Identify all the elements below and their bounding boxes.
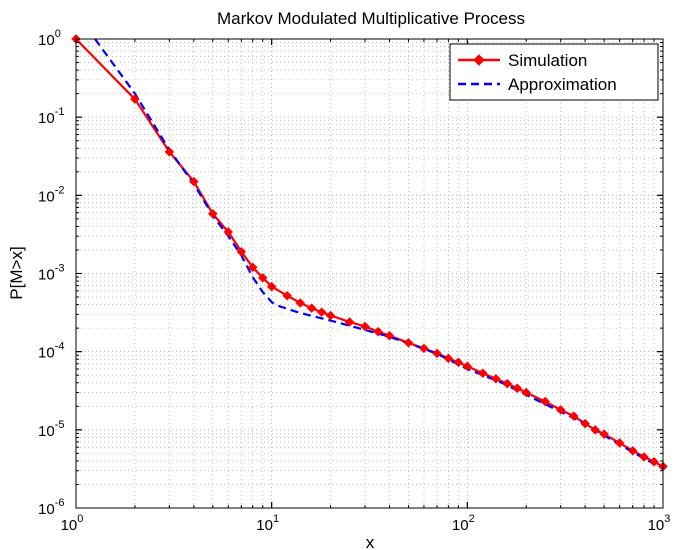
data-point-simulation [432,348,442,359]
data-point-simulation [639,452,649,462]
legend-label-approximation: Approximation [508,75,617,94]
x-tick-label: 102 [452,513,475,534]
data-point-simulation [580,418,590,429]
data-point-simulation [344,317,355,327]
data-point-simulation [512,383,523,394]
x-tick-label: 100 [61,513,84,534]
data-point-simulation [282,290,293,301]
data-point-simulation [477,368,488,379]
data-point-simulation [502,378,513,389]
x-tick-label: 101 [256,513,279,534]
ticks [75,38,664,509]
data-point-simulation [295,298,306,308]
data-point-simulation [462,361,473,372]
data-point-simulation [306,303,317,314]
data-point-simulation [649,456,659,467]
data-point-simulation [266,281,277,292]
data-point-simulation [453,357,464,368]
y-tick-label: 10-3 [38,263,64,284]
data-point-simulation [384,330,395,341]
y-tick-labels: 10-6 10-5 10-4 10-3 10-2 10-1 100 [38,28,64,518]
data-point-simulation [614,438,625,448]
data-point-simulation [419,343,429,354]
data-point-simulation [130,94,140,105]
data-point-simulation [188,176,199,187]
data-point-simulation [568,411,579,421]
chart-title: Markov Modulated Multiplicative Process [217,9,525,28]
data-point-simulation [443,353,454,364]
legend-marker-simulation [473,54,485,66]
data-point-simulation [257,272,268,283]
x-tick-label: 103 [648,513,671,534]
plot-area [76,39,663,508]
y-axis-label: P[M>x] [7,246,26,299]
data-point-simulation [164,146,175,157]
data-point-simulation [325,310,336,321]
y-tick-label: 10-6 [38,497,64,518]
x-axis-label: x [366,533,375,550]
legend: Simulation Approximation [449,43,659,101]
data-point-simulation [555,405,566,415]
data-point-simulation [236,246,247,257]
y-tick-label: 10-1 [38,106,64,127]
data-point-simulation [316,307,327,318]
data-point-simulation [627,445,638,456]
data-point-simulation [491,373,501,384]
y-tick-label: 10-2 [38,184,64,205]
data-point-simulation [207,208,218,219]
data-point-simulation [590,424,600,435]
data-point-simulation [599,429,609,440]
data-point-simulation [403,337,414,348]
y-tick-label: 10-5 [38,419,64,440]
data-point-simulation [373,326,383,337]
data-point-simulation [360,321,370,332]
data-point-simulation [247,262,258,273]
y-tick-label: 10-4 [38,341,64,362]
data-point-simulation [521,387,532,398]
y-tick-label: 100 [38,28,61,49]
data-point-simulation [223,227,234,237]
data-point-simulation [540,396,551,407]
legend-label-simulation: Simulation [508,51,587,70]
x-tick-labels: 100 101 102 103 [61,513,671,534]
legend-box [449,43,659,101]
